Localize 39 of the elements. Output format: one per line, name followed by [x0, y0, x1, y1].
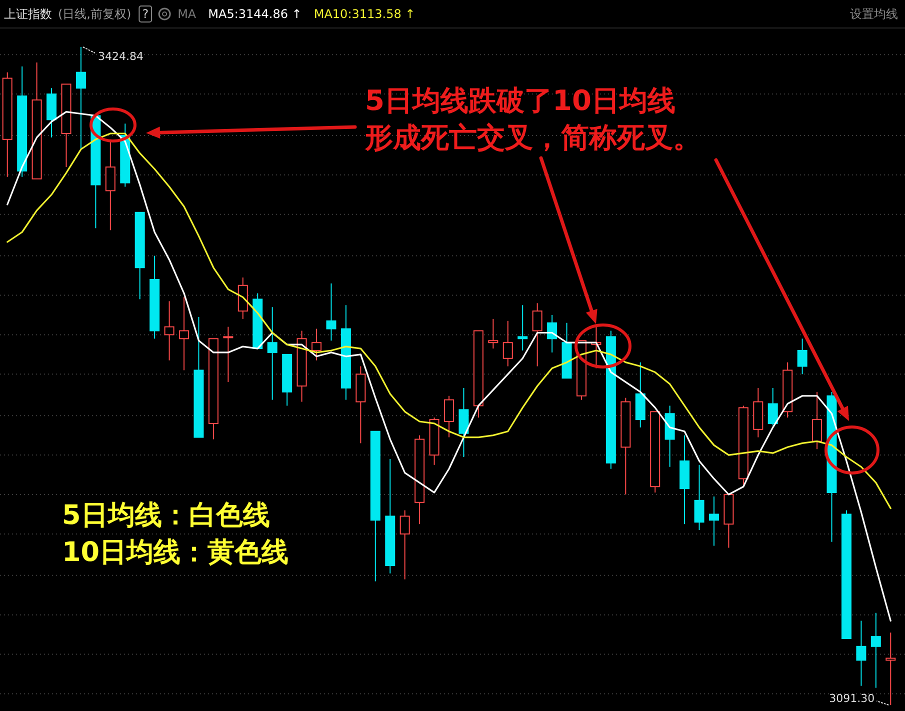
text: MA10:3113.58 ↑: [314, 7, 416, 21]
annotation: 5日均线：白色线: [62, 500, 270, 531]
candlestick: [76, 46, 86, 150]
chart-title: 上证指数: [4, 7, 52, 21]
annotation: 3091.30: [829, 692, 875, 705]
text: MA5:3144.86 ↑: [208, 7, 302, 21]
candlestick: [46, 88, 57, 138]
candlestick: [753, 387, 764, 438]
text: ?: [142, 7, 149, 21]
candlestick: [518, 304, 528, 351]
candlestick: [870, 612, 881, 688]
candlestick: [340, 304, 351, 400]
text: 设置均线: [850, 7, 898, 21]
text: MA: [178, 7, 197, 21]
candlestick: [635, 362, 646, 428]
candlestick: [326, 282, 336, 342]
annotation: 3424.84: [98, 50, 144, 63]
annotation: 形成死亡交叉，简称死叉。: [364, 121, 701, 154]
candlestick: [694, 464, 704, 531]
candlestick: [267, 306, 278, 400]
chart-subtitle: (日线,前复权): [58, 7, 132, 21]
candlestick: [238, 277, 248, 320]
candlestick: [856, 620, 866, 686]
annotation: 5日均线跌破了10日均线: [365, 84, 676, 117]
candlestick: [680, 434, 690, 525]
candlestick: [458, 387, 469, 458]
candlestick: [502, 320, 513, 367]
candlestick: [223, 326, 234, 383]
candlestick: [532, 302, 542, 367]
candlestick: [179, 296, 190, 371]
candlestick: [164, 300, 174, 361]
candlestick: [664, 405, 675, 468]
candlestick: [886, 632, 896, 706]
annotation: 10日均线：黄色线: [62, 537, 289, 568]
candlestick: [312, 328, 322, 361]
candlestick: [17, 66, 28, 178]
candlestick: [708, 496, 719, 546]
candlestick: [385, 458, 396, 574]
candlestick: [488, 318, 498, 350]
